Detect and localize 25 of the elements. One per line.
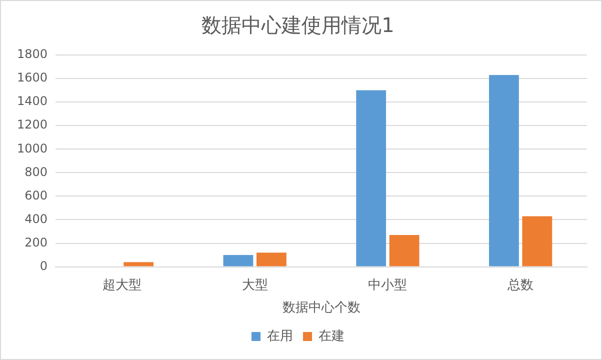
y-tick-label: 400 — [24, 212, 48, 226]
bar — [489, 75, 519, 266]
x-tick-label: 中小型 — [368, 278, 408, 293]
bar — [356, 90, 386, 266]
legend-label: 在用 — [267, 328, 293, 344]
chart-title: 数据中心建使用情况1 — [202, 13, 394, 38]
bar — [256, 252, 286, 266]
y-tick-label: 0 — [40, 258, 48, 273]
x-tick-label: 总数 — [506, 278, 534, 293]
y-tick-label: 1800 — [16, 47, 48, 62]
y-tick-label: 800 — [24, 164, 48, 179]
y-tick-label: 1200 — [16, 118, 48, 132]
bar — [389, 235, 420, 266]
bar — [124, 262, 154, 266]
y-tick-label: 1400 — [16, 94, 48, 108]
bar — [223, 255, 254, 266]
legend-label: 在建 — [318, 328, 344, 344]
x-axis-title: 数据中心个数 — [282, 300, 360, 316]
x-tick-label: 大型 — [242, 278, 268, 293]
bar — [522, 216, 552, 266]
y-tick-label: 1000 — [16, 141, 48, 156]
x-tick-label: 超大型 — [102, 278, 142, 293]
y-tick-label: 1600 — [16, 70, 48, 85]
y-tick-label: 600 — [24, 188, 48, 202]
y-tick-label: 200 — [24, 235, 48, 250]
